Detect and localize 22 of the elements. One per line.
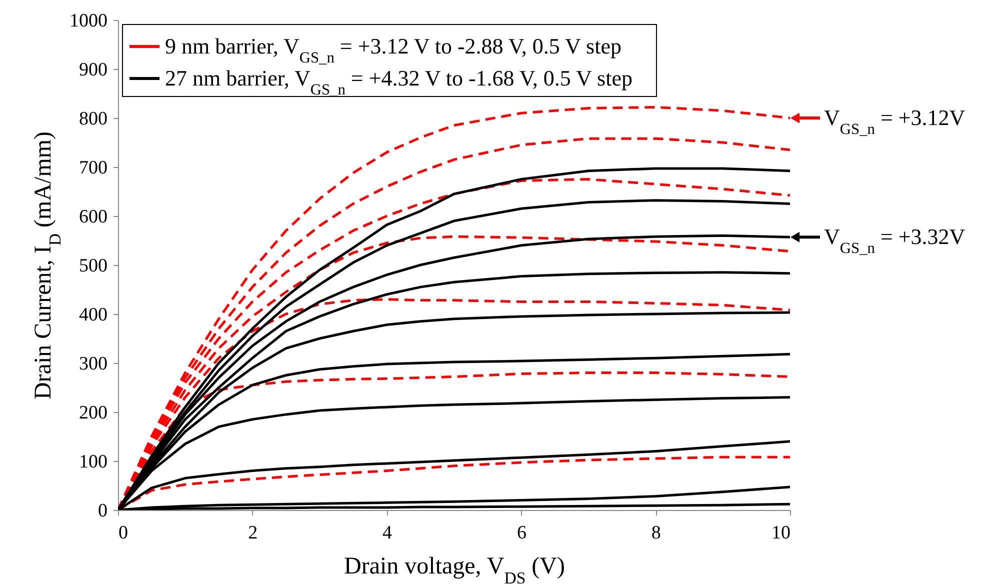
- y-tick-label: 800: [79, 108, 108, 130]
- legend-label: 9 nm barrier, V$_{GS_n}$ = +3.12 V to -2.88 V, 0.5 V step: [165, 34, 622, 66]
- annotation: V$_{GS_n}$ = +3.32V: [824, 224, 966, 257]
- y-tick-label: 700: [79, 158, 108, 178]
- y-tick-label: 1000: [70, 10, 108, 32]
- y-tick-label: 200: [79, 402, 108, 424]
- y-tick-label: 400: [79, 304, 108, 326]
- x-axis-title: Drain voltage, V$_{DS}$ (V): [344, 554, 565, 586]
- annotation: V$_{GS_n}$ = +3.12V: [824, 105, 966, 138]
- y-tick-label: 0: [98, 500, 108, 522]
- x-tick-label: 10: [772, 522, 790, 544]
- legend-label: 27 nm barrier, V$_{GS_n}$ = +4.32 V to -1.68 V, 0.5 V step: [165, 66, 632, 98]
- x-tick-label: 2: [248, 522, 258, 544]
- y-tick-label: 900: [79, 60, 108, 80]
- y-tick-label: 500: [79, 256, 108, 276]
- x-tick-label: 4: [382, 522, 393, 544]
- x-tick-label: 0: [118, 522, 128, 544]
- y-tick-label: 600: [79, 206, 108, 228]
- y-tick-label: 300: [79, 354, 108, 374]
- y-tick-label: 100: [79, 452, 108, 472]
- x-tick-label: 8: [651, 522, 661, 544]
- x-tick-label: 6: [516, 522, 526, 544]
